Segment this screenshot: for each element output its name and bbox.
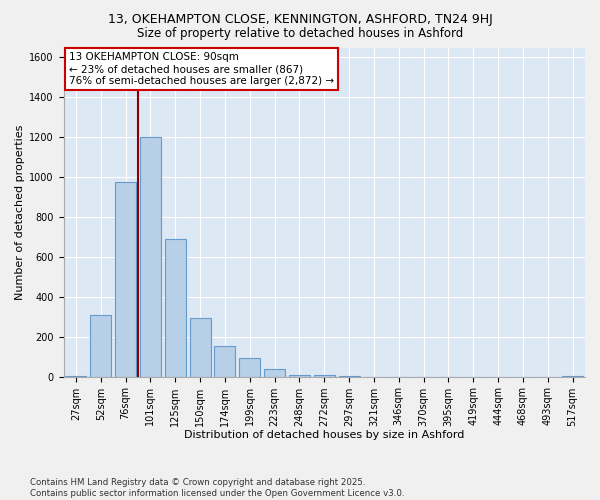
Bar xyxy=(289,374,310,376)
Text: Contains HM Land Registry data © Crown copyright and database right 2025.
Contai: Contains HM Land Registry data © Crown c… xyxy=(30,478,404,498)
X-axis label: Distribution of detached houses by size in Ashford: Distribution of detached houses by size … xyxy=(184,430,464,440)
Bar xyxy=(90,315,112,376)
Bar xyxy=(190,318,211,376)
Y-axis label: Number of detached properties: Number of detached properties xyxy=(15,124,25,300)
Text: Size of property relative to detached houses in Ashford: Size of property relative to detached ho… xyxy=(137,28,463,40)
Bar xyxy=(314,375,335,376)
Bar xyxy=(140,138,161,376)
Text: 13, OKEHAMPTON CLOSE, KENNINGTON, ASHFORD, TN24 9HJ: 13, OKEHAMPTON CLOSE, KENNINGTON, ASHFOR… xyxy=(107,12,493,26)
Bar xyxy=(264,368,285,376)
Bar xyxy=(239,358,260,376)
Text: 13 OKEHAMPTON CLOSE: 90sqm
← 23% of detached houses are smaller (867)
76% of sem: 13 OKEHAMPTON CLOSE: 90sqm ← 23% of deta… xyxy=(69,52,334,86)
Bar xyxy=(214,346,235,376)
Bar xyxy=(165,239,186,376)
Bar xyxy=(115,182,136,376)
